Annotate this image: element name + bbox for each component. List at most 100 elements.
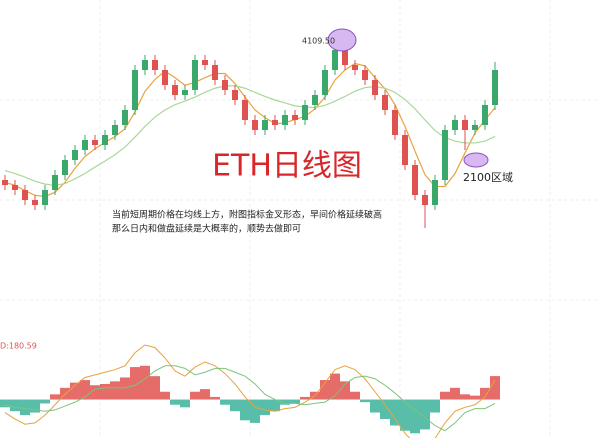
- candle-body: [142, 60, 148, 70]
- macd-bar: [40, 399, 50, 404]
- candle-body: [2, 180, 8, 185]
- macd-bar: [140, 365, 150, 400]
- candle-body: [102, 135, 108, 145]
- highlight-ellipse: [463, 152, 489, 168]
- highlight-ellipse: [327, 28, 357, 52]
- commentary: 当前短周期价格在均线上方，附图指标金叉形态，早间价格延续破高: [112, 209, 382, 221]
- macd-bar: [340, 381, 350, 400]
- candle-body: [232, 90, 238, 100]
- candle-body: [272, 120, 278, 125]
- macd-bar: [410, 399, 420, 434]
- candle-body: [42, 190, 48, 205]
- macd-bar: [370, 399, 380, 413]
- moving-average: [4, 85, 496, 186]
- macd-bar: [400, 399, 410, 431]
- macd-label: D:180.59: [0, 342, 37, 351]
- macd-bar: [150, 376, 160, 400]
- candle-body: [182, 90, 188, 95]
- macd-bar: [440, 391, 450, 400]
- candle-body: [392, 110, 398, 135]
- macd-dea: [4, 365, 496, 432]
- candle-body: [362, 70, 368, 80]
- candle-body: [52, 175, 58, 190]
- candle-body: [132, 70, 138, 110]
- candle-body: [372, 80, 378, 95]
- candle-body: [72, 150, 78, 160]
- macd-bar: [130, 367, 140, 400]
- macd-bar: [490, 376, 500, 400]
- candle-body: [342, 50, 348, 65]
- zone-label: 2100区域: [463, 171, 513, 184]
- macd-bar: [30, 399, 40, 413]
- macd-bar: [210, 396, 220, 400]
- macd-bar: [260, 399, 270, 416]
- candle-body: [352, 65, 358, 70]
- macd-bar: [200, 389, 210, 400]
- candle-body: [412, 165, 418, 195]
- candle-body: [192, 60, 198, 90]
- candle-body: [62, 160, 68, 175]
- macd-bar: [190, 391, 200, 400]
- candle-body: [332, 50, 338, 70]
- candle-body: [162, 70, 168, 85]
- candle-body: [432, 180, 438, 205]
- candle-body: [302, 105, 308, 120]
- macd-bar: [470, 395, 480, 400]
- commentary: 那么日内和做盘延续是大概率的，顺势去做即可: [112, 223, 301, 235]
- macd-bar: [460, 394, 470, 400]
- chart-title: ETH日线图: [212, 149, 362, 184]
- macd-bar: [380, 399, 390, 420]
- macd-bar: [80, 380, 90, 400]
- candle-body: [22, 190, 28, 200]
- candle-body: [312, 95, 318, 105]
- macd-bar: [420, 399, 430, 430]
- macd-bar: [390, 399, 400, 426]
- candle-body: [92, 140, 98, 145]
- candle-body: [112, 125, 118, 135]
- macd-bar: [180, 399, 190, 408]
- candle-body: [32, 200, 38, 205]
- candle-body: [452, 120, 458, 130]
- macd-bar: [120, 377, 130, 400]
- macd-bar: [360, 399, 370, 403]
- candle-body: [172, 85, 178, 95]
- macd-bar: [160, 391, 170, 400]
- candle-body: [402, 135, 408, 165]
- macd-bar: [290, 399, 300, 404]
- macd-bar: [220, 399, 230, 405]
- candle-body: [472, 125, 478, 130]
- macd-bar: [70, 382, 80, 400]
- macd-bar: [250, 399, 260, 423]
- macd-bar: [50, 394, 60, 400]
- candle-body: [242, 100, 248, 120]
- candle-body: [202, 60, 208, 65]
- macd-bar: [270, 399, 280, 412]
- candle-body: [482, 105, 488, 125]
- candle-body: [12, 185, 18, 190]
- macd-bar: [320, 380, 330, 400]
- macd-bar: [90, 385, 100, 400]
- candle-body: [222, 80, 228, 90]
- candle-body: [492, 70, 498, 105]
- macd-dif: [4, 344, 496, 438]
- macd-bar: [480, 387, 490, 400]
- candle-body: [442, 130, 448, 180]
- candle-body: [462, 120, 468, 130]
- macd-bar: [10, 399, 20, 412]
- high-label: 4109.50: [302, 37, 335, 46]
- candle-body: [82, 140, 88, 150]
- macd-bar: [110, 381, 120, 400]
- candle-body: [252, 120, 258, 130]
- candle-body: [212, 65, 218, 80]
- moving-average: [4, 62, 496, 198]
- macd-bar: [430, 399, 440, 413]
- candle-body: [422, 195, 428, 205]
- candle-body: [322, 70, 328, 95]
- macd-bar: [230, 399, 240, 412]
- macd-bar: [450, 387, 460, 400]
- macd-bar: [100, 383, 110, 400]
- candle-body: [122, 110, 128, 125]
- candle-body: [262, 120, 268, 130]
- candle-body: [292, 115, 298, 120]
